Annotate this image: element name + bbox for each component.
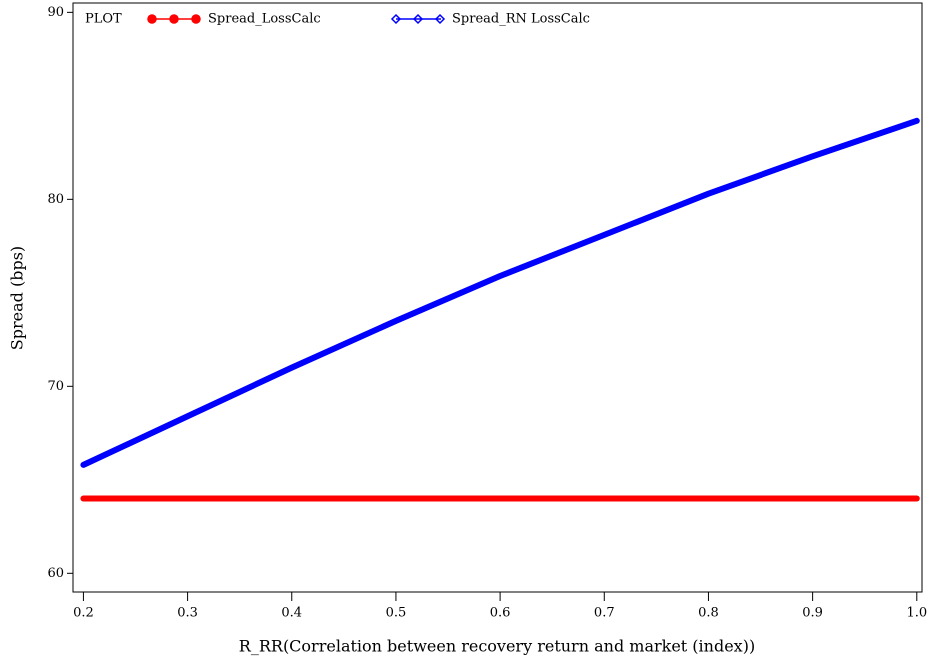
y-tick-label: 60 bbox=[47, 566, 64, 581]
y-tick-label: 90 bbox=[47, 5, 64, 20]
legend-marker bbox=[412, 13, 424, 25]
x-tick-label: 0.2 bbox=[73, 606, 94, 621]
x-tick-label: 0.8 bbox=[698, 606, 719, 621]
plot-frame bbox=[72, 2, 923, 593]
legend-marker bbox=[434, 13, 446, 25]
legend-marker bbox=[390, 13, 402, 25]
series-line bbox=[80, 117, 920, 468]
y-tick-label: 70 bbox=[47, 379, 64, 394]
x-tick-label: 0.5 bbox=[386, 606, 407, 621]
legend-marker bbox=[169, 14, 179, 24]
legend-marker bbox=[147, 14, 157, 24]
legend-title: PLOT bbox=[85, 12, 122, 27]
x-axis-label: R_RR(Correlation between recovery return… bbox=[239, 637, 755, 656]
x-tick-label: 0.6 bbox=[490, 606, 511, 621]
x-tick-label: 0.9 bbox=[802, 606, 823, 621]
y-tick-label: 80 bbox=[47, 192, 64, 207]
x-tick-label: 0.3 bbox=[177, 606, 198, 621]
legend-label: Spread_RN LossCalc bbox=[452, 12, 590, 27]
y-axis-label: Spread (bps) bbox=[8, 246, 27, 350]
legend-marker bbox=[191, 14, 201, 24]
x-tick-label: 0.7 bbox=[594, 606, 615, 621]
legend-label: Spread_LossCalc bbox=[208, 12, 321, 27]
x-tick-label: 1.0 bbox=[906, 606, 927, 621]
x-tick-label: 0.4 bbox=[281, 606, 302, 621]
